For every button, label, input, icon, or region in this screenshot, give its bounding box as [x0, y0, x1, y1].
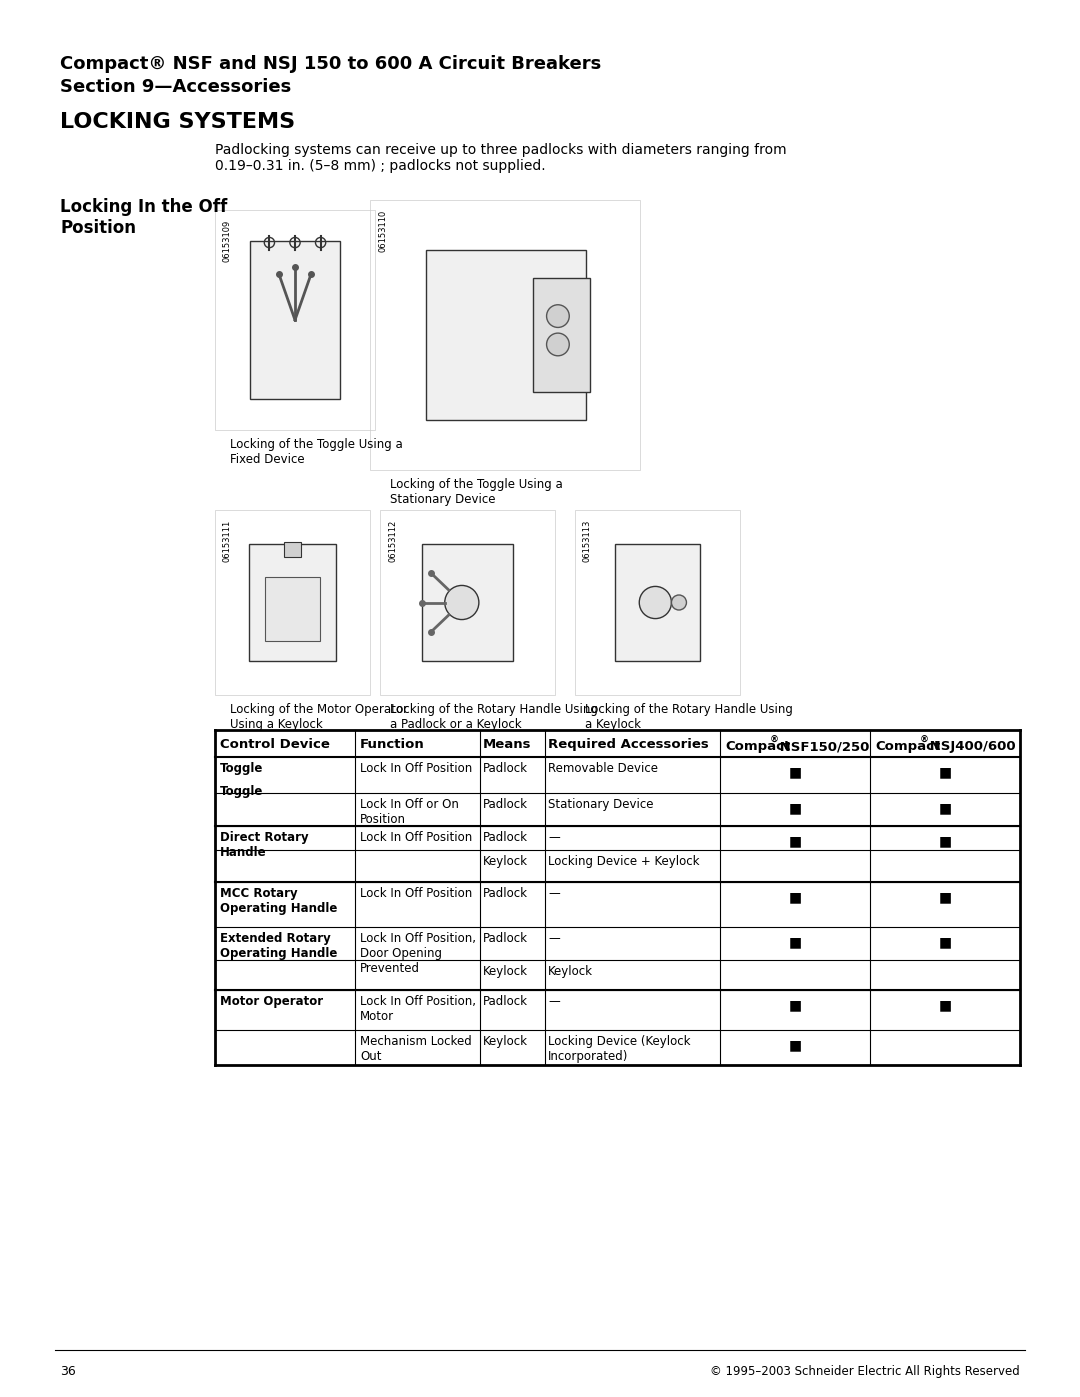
Bar [534, 278, 590, 391]
Text: ■: ■ [939, 800, 951, 814]
Text: MCC Rotary
Operating Handle: MCC Rotary Operating Handle [220, 887, 337, 915]
Bar [370, 200, 640, 469]
Text: Padlocking systems can receive up to three padlocks with diameters ranging from
: Padlocking systems can receive up to thr… [215, 142, 786, 173]
Text: Locking of the Toggle Using a
Stationary Device: Locking of the Toggle Using a Stationary… [390, 478, 563, 506]
Text: NSJ400/600: NSJ400/600 [924, 740, 1015, 753]
Text: Toggle: Toggle [220, 785, 264, 798]
Text: Mechanism Locked
Out: Mechanism Locked Out [360, 1035, 472, 1063]
Text: 36: 36 [60, 1365, 76, 1377]
Text: ■: ■ [788, 766, 801, 780]
Text: Padlock: Padlock [483, 798, 528, 812]
Text: Toggle: Toggle [220, 761, 264, 775]
Bar [249, 545, 336, 661]
Text: Padlock: Padlock [483, 831, 528, 844]
Text: Stationary Device: Stationary Device [548, 798, 653, 812]
Circle shape [546, 332, 569, 356]
Circle shape [672, 595, 687, 610]
Text: ■: ■ [939, 766, 951, 780]
Text: Locking Device + Keylock: Locking Device + Keylock [548, 855, 700, 868]
Text: Required Accessories: Required Accessories [548, 738, 708, 752]
Circle shape [445, 585, 478, 619]
Text: ®: ® [770, 736, 779, 745]
Text: ®: ® [920, 736, 929, 745]
Bar [284, 542, 301, 557]
Text: —: — [548, 831, 559, 844]
Text: 06153111: 06153111 [222, 520, 232, 562]
Text: Extended Rotary
Operating Handle: Extended Rotary Operating Handle [220, 932, 337, 960]
Bar [575, 510, 740, 694]
Text: Keylock: Keylock [483, 855, 528, 868]
Text: Locking of the Toggle Using a
Fixed Device: Locking of the Toggle Using a Fixed Devi… [230, 439, 403, 467]
Text: ■: ■ [939, 834, 951, 848]
Text: Locking Device (Keylock
Incorporated): Locking Device (Keylock Incorporated) [548, 1035, 690, 1063]
Text: 06153110: 06153110 [378, 210, 387, 253]
Text: Locking of the Rotary Handle Using
a Keylock: Locking of the Rotary Handle Using a Key… [585, 703, 793, 731]
Text: 06153112: 06153112 [388, 520, 397, 562]
Text: LOCKING SYSTEMS: LOCKING SYSTEMS [60, 112, 295, 131]
Text: Lock In Off Position,
Motor: Lock In Off Position, Motor [360, 995, 476, 1023]
Text: Keylock: Keylock [483, 965, 528, 978]
Text: Lock In Off Position,
Door Opening
Prevented: Lock In Off Position, Door Opening Preve… [360, 932, 476, 975]
Bar [380, 510, 555, 694]
Bar [266, 577, 320, 641]
Text: Compact® NSF and NSJ 150 to 600 A Circuit Breakers: Compact® NSF and NSJ 150 to 600 A Circui… [60, 54, 602, 73]
Text: ■: ■ [939, 890, 951, 904]
Text: —: — [548, 995, 559, 1009]
Bar [215, 210, 375, 430]
Text: Direct Rotary
Handle: Direct Rotary Handle [220, 831, 309, 859]
Text: ■: ■ [788, 890, 801, 904]
Text: Padlock: Padlock [483, 887, 528, 900]
Text: ■: ■ [788, 834, 801, 848]
Text: Compact: Compact [875, 740, 941, 753]
Text: Lock In Off Position: Lock In Off Position [360, 831, 472, 844]
Text: NSF150/250: NSF150/250 [775, 740, 869, 753]
Text: ■: ■ [788, 935, 801, 949]
Text: ■: ■ [788, 1038, 801, 1052]
Text: ■: ■ [788, 800, 801, 814]
Text: Padlock: Padlock [483, 932, 528, 944]
Bar [615, 545, 701, 661]
Text: Removable Device: Removable Device [548, 761, 658, 775]
Text: Motor Operator: Motor Operator [220, 995, 323, 1009]
Text: Function: Function [360, 738, 424, 752]
Text: Locking of the Motor Operator
Using a Keylock: Locking of the Motor Operator Using a Ke… [230, 703, 408, 731]
Text: Locking of the Rotary Handle Using
a Padlock or a Keylock: Locking of the Rotary Handle Using a Pad… [390, 703, 598, 731]
Text: Keylock: Keylock [483, 1035, 528, 1048]
Text: —: — [548, 932, 559, 944]
Text: Locking In the Off
Position: Locking In the Off Position [60, 198, 227, 237]
Text: Compact: Compact [725, 740, 791, 753]
Text: Lock In Off Position: Lock In Off Position [360, 887, 472, 900]
Bar [215, 510, 370, 694]
Text: Control Device: Control Device [220, 738, 329, 752]
Text: © 1995–2003 Schneider Electric All Rights Reserved: © 1995–2003 Schneider Electric All Right… [711, 1365, 1020, 1377]
Text: ■: ■ [788, 997, 801, 1011]
Text: Lock In Off Position: Lock In Off Position [360, 761, 472, 775]
Text: 06153109: 06153109 [222, 219, 232, 263]
Bar [251, 240, 340, 400]
Bar [422, 545, 513, 661]
Text: 06153113: 06153113 [583, 520, 592, 563]
Text: Padlock: Padlock [483, 995, 528, 1009]
Text: Keylock: Keylock [548, 965, 593, 978]
Text: ■: ■ [939, 997, 951, 1011]
Text: Lock In Off or On
Position: Lock In Off or On Position [360, 798, 459, 826]
Text: —: — [548, 887, 559, 900]
Text: Means: Means [483, 738, 531, 752]
Circle shape [639, 587, 672, 619]
Text: ■: ■ [939, 935, 951, 949]
Bar [426, 250, 586, 420]
Circle shape [546, 305, 569, 327]
Text: Padlock: Padlock [483, 761, 528, 775]
Text: Section 9—Accessories: Section 9—Accessories [60, 78, 292, 96]
